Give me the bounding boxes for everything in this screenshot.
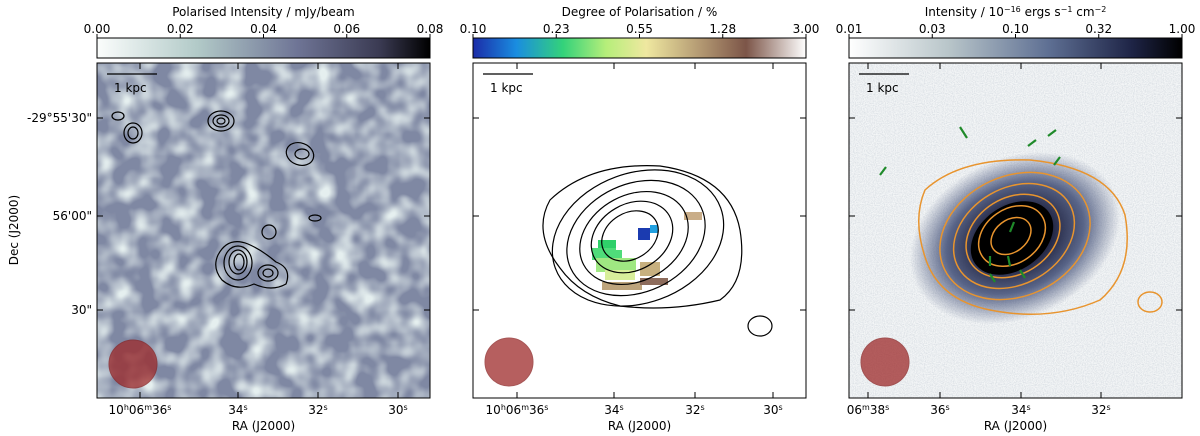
x-tick-label: 34s	[604, 403, 623, 418]
x-tick-label: 06m38s	[847, 403, 890, 418]
x-tick-label-sup: s	[701, 403, 705, 412]
x-tick-label-part: 34	[604, 403, 619, 417]
colorbar-title: Intensity / 10−16 ergs s−1 cm−2	[925, 5, 1107, 20]
x-tick-label-sup: m	[862, 403, 870, 412]
x-tick-label: 32s	[685, 403, 704, 418]
y-tick-label: -29°55'30"	[27, 111, 92, 125]
x-tick-label: 32s	[1091, 403, 1110, 418]
x-tick-label: 34s	[228, 403, 247, 418]
x-tick-label-part: 36	[930, 403, 945, 417]
x-tick-label-part: 34	[1011, 403, 1026, 417]
x-tick-label: 30s	[388, 403, 407, 418]
colorbar-title-sup: −1	[1061, 5, 1073, 14]
x-tick-label-part: 38	[870, 403, 885, 417]
x-tick-label-sup: s	[167, 403, 171, 412]
colorbar-title: Polarised Intensity / mJy/beam	[172, 5, 355, 19]
x-tick-label-sup: s	[404, 403, 408, 412]
colorbar-tick-label: 0.55	[626, 22, 653, 36]
x-tick-label-part: 32	[308, 403, 323, 417]
colorbar-tick-label: 0.04	[250, 22, 277, 36]
x-tick-label-sup: h	[124, 403, 129, 412]
x-tick-label-sup: s	[620, 403, 624, 412]
colorbar-title-part: Degree of Polarisation / %	[562, 5, 718, 19]
x-tick-label: 32s	[308, 403, 327, 418]
x-tick-label-part: 36	[529, 403, 544, 417]
x-axis-label: RA (J2000)	[232, 419, 295, 433]
x-tick-label-sup: s	[779, 403, 783, 412]
x-tick-label-part: 32	[1091, 403, 1106, 417]
x-tick-label-sup: s	[1027, 403, 1031, 412]
x-tick-label-part: 34	[228, 403, 243, 417]
scale-bar-label: 1 kpc	[114, 81, 147, 95]
x-tick-label-sup: s	[885, 403, 889, 412]
colorbar-title-sup: −2	[1095, 5, 1107, 14]
colorbar-tick-label: 1.28	[709, 22, 736, 36]
x-tick-label-sup: s	[946, 403, 950, 412]
x-tick-label-sup: m	[144, 403, 152, 412]
colorbar-tick-label: 0.00	[84, 22, 111, 36]
scale-bar-label: 1 kpc	[866, 81, 899, 95]
x-tick-label-sup: h	[501, 403, 506, 412]
colorbar-tick-label: 0.03	[919, 22, 946, 36]
colorbar-tick-label: 0.06	[333, 22, 360, 36]
colorbar-tick-label: 0.08	[417, 22, 444, 36]
x-tick-label: 30s	[763, 403, 782, 418]
polarised-intensity-map	[97, 63, 430, 398]
colorbar-tick-label: 1.00	[1169, 22, 1196, 36]
polarisation-map	[473, 63, 806, 398]
x-tick-label: 36s	[930, 403, 949, 418]
colorbar-tick-label: 0.02	[167, 22, 194, 36]
y-tick-label: 56'00"	[53, 209, 92, 223]
x-tick-label-part: 32	[685, 403, 700, 417]
x-tick-label-sup: s	[324, 403, 328, 412]
y-axis-label: Dec (J2000)	[7, 195, 21, 265]
colorbar-title-part: Polarised Intensity / mJy/beam	[172, 5, 355, 19]
x-tick-label-part: 06	[506, 403, 521, 417]
scale-bar-label: 1 kpc	[490, 81, 523, 95]
x-axis-label: RA (J2000)	[608, 419, 671, 433]
x-tick-label-part: 06	[129, 403, 144, 417]
x-axis-label: RA (J2000)	[984, 419, 1047, 433]
x-tick-label-sup: s	[544, 403, 548, 412]
colorbar-tick-label: 0.01	[836, 22, 863, 36]
x-tick-label-part: 10	[486, 403, 501, 417]
x-tick-label: 34s	[1011, 403, 1030, 418]
x-tick-label-part: 30	[763, 403, 778, 417]
colorbar-tick-label: 0.10	[460, 22, 487, 36]
colorbar-tick-label: 0.10	[1002, 22, 1029, 36]
x-tick-label-part: 36	[152, 403, 167, 417]
colorbar-title-part: ergs s	[1021, 5, 1061, 19]
colorbar-title-part: cm	[1072, 5, 1094, 19]
colorbar-tick-label: 0.32	[1085, 22, 1112, 36]
intensity-map	[849, 63, 1182, 398]
colorbar-tick-label: 0.23	[543, 22, 570, 36]
x-tick-label-sup: s	[244, 403, 248, 412]
x-tick-label-part: 06	[847, 403, 862, 417]
y-tick-label: 30"	[71, 303, 92, 317]
x-tick-label-sup: s	[1107, 403, 1111, 412]
x-tick-label: 10h06m36s	[109, 403, 172, 418]
colorbar-title-part: Intensity / 10	[925, 5, 1004, 19]
colorbar-title-sup: −16	[1004, 5, 1021, 14]
frames	[96, 37, 1183, 399]
colorbar-tick-label: 3.00	[793, 22, 820, 36]
x-tick-label-part: 10	[109, 403, 124, 417]
x-tick-label-sup: m	[521, 403, 529, 412]
x-tick-label-part: 30	[388, 403, 403, 417]
colorbar-title: Degree of Polarisation / %	[562, 5, 718, 19]
x-tick-label: 10h06m36s	[486, 403, 549, 418]
